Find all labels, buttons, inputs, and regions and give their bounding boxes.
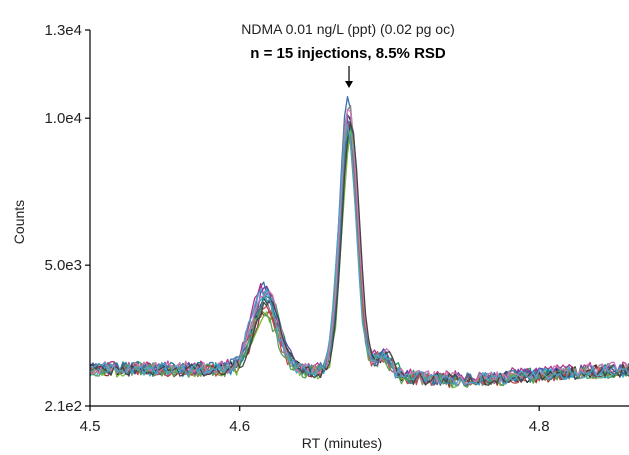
y-tick-label: 1.0e4	[44, 110, 82, 127]
series-line	[89, 133, 629, 388]
y-tick-label: 5.0e3	[44, 257, 82, 274]
series-line	[89, 128, 629, 386]
series-line	[89, 108, 629, 385]
annotation-line-1: NDMA 0.01 ng/L (ppt) (0.02 pg oc)	[241, 21, 454, 37]
x-axis-ticks: 4.5 4.6 4.8	[80, 406, 550, 435]
y-axis-ticks: 2.1e2 5.0e3 1.0e4 1.3e4	[44, 22, 90, 415]
series-lines	[89, 96, 629, 389]
annotation-arrow	[345, 66, 354, 88]
x-axis-title: RT (minutes)	[302, 435, 382, 451]
annotation-line-2: n = 15 injections, 8.5% RSD	[250, 45, 446, 62]
x-tick-label: 4.6	[229, 418, 250, 435]
arrow-head	[345, 81, 354, 88]
series-line	[89, 123, 629, 387]
series-line	[89, 121, 629, 386]
y-tick-label: 2.1e2	[44, 398, 82, 415]
y-axis-title: Counts	[11, 200, 27, 244]
x-tick-label: 4.8	[529, 418, 550, 435]
x-tick-label: 4.5	[80, 418, 101, 435]
y-tick-label: 1.3e4	[44, 22, 82, 39]
